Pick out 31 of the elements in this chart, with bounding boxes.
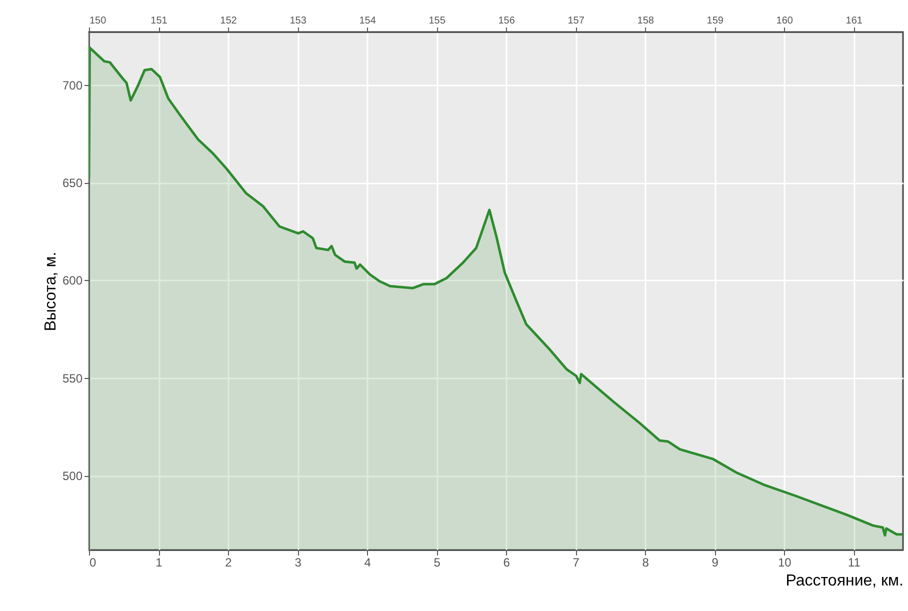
x-tick-label: 0 bbox=[90, 556, 96, 570]
y-tick-label: 650 bbox=[62, 176, 83, 190]
x2-tick-label: 158 bbox=[637, 16, 654, 26]
y-tick-label: 700 bbox=[62, 78, 83, 92]
x-tick-label: 5 bbox=[434, 556, 441, 570]
x2-tick-label: 161 bbox=[846, 16, 863, 26]
x2-tick-label: 154 bbox=[359, 16, 376, 26]
x-tick-label: 9 bbox=[712, 556, 719, 570]
y-tick-label: 600 bbox=[62, 274, 83, 288]
y-tick-label: 550 bbox=[62, 371, 83, 386]
x2-tick-label: 159 bbox=[706, 16, 724, 26]
x2-tick-label: 150 bbox=[90, 16, 107, 26]
x2-tick-label: 155 bbox=[428, 16, 446, 26]
x2-tick-label: 153 bbox=[290, 16, 307, 26]
x2-tick-label: 152 bbox=[220, 16, 238, 26]
x-tick-label: 11 bbox=[848, 556, 861, 570]
x-tick-label: 3 bbox=[294, 556, 302, 570]
x2-tick-label: 160 bbox=[776, 16, 794, 26]
x-tick-label: 2 bbox=[225, 556, 232, 570]
y-tick-label: 500 bbox=[62, 469, 83, 484]
x2-tick-label: 156 bbox=[498, 16, 516, 26]
x-tick-label: 4 bbox=[364, 556, 372, 570]
x-tick-label: 1 bbox=[156, 556, 163, 570]
x-tick-label: 6 bbox=[503, 556, 510, 570]
y-axis-title: Высота, м. bbox=[42, 252, 60, 332]
x-tick-label: 7 bbox=[572, 556, 580, 570]
x-tick-label: 10 bbox=[778, 556, 792, 570]
x-tick-label: 8 bbox=[642, 556, 650, 570]
x2-tick-label: 157 bbox=[568, 16, 585, 26]
x-axis-title: Расстояние, км. bbox=[786, 572, 904, 590]
x2-tick-label: 151 bbox=[150, 16, 168, 26]
